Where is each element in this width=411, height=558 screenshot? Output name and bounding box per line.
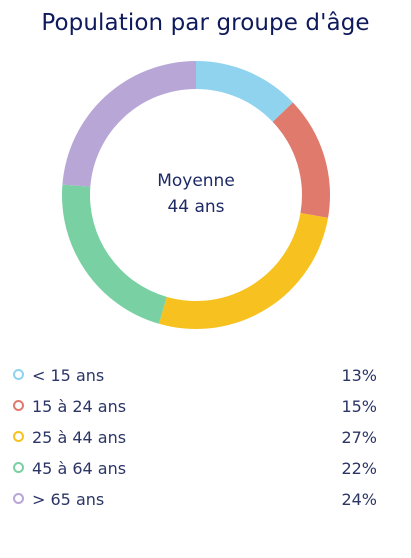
legend-marker-icon <box>13 369 24 380</box>
legend-marker-icon <box>13 462 24 473</box>
legend-item: 15 à 24 ans 15% <box>12 393 377 424</box>
legend-value: 22% <box>341 459 377 478</box>
legend-label: < 15 ans <box>32 366 105 385</box>
legend-item: 25 à 44 ans 27% <box>12 424 377 455</box>
legend-item: < 15 ans 13% <box>12 362 377 393</box>
legend-label: 25 à 44 ans <box>32 428 127 447</box>
center-label-value: 44 ans <box>167 197 225 217</box>
legend-value: 27% <box>341 428 377 447</box>
legend-label: 15 à 24 ans <box>32 397 127 416</box>
legend-value: 24% <box>341 490 377 509</box>
legend-item: > 65 ans 24% <box>12 486 377 517</box>
chart-title: Population par groupe d'âge <box>41 10 370 36</box>
donut-slice-5 <box>62 61 197 187</box>
legend-marker-icon <box>13 431 24 442</box>
donut-svg <box>61 61 331 329</box>
donut-slice-2 <box>272 102 331 218</box>
legend-value: 15% <box>341 397 377 416</box>
donut-slice-3 <box>158 213 329 329</box>
donut-chart: Moyenne 44 ans <box>61 61 331 329</box>
legend-item: 45 à 64 ans 22% <box>12 455 377 486</box>
donut-slice-4 <box>61 184 167 324</box>
legend-label: 45 à 64 ans <box>32 459 127 478</box>
legend-value: 13% <box>341 366 377 385</box>
legend-marker-icon <box>13 400 24 411</box>
legend-label: > 65 ans <box>32 490 105 509</box>
chart-legend: < 15 ans 13% 15 à 24 ans 15% 25 à 44 ans 27% 4… <box>12 362 377 517</box>
donut-slice-1 <box>196 61 293 122</box>
center-label-title: Moyenne <box>157 171 235 191</box>
legend-marker-icon <box>13 493 24 504</box>
